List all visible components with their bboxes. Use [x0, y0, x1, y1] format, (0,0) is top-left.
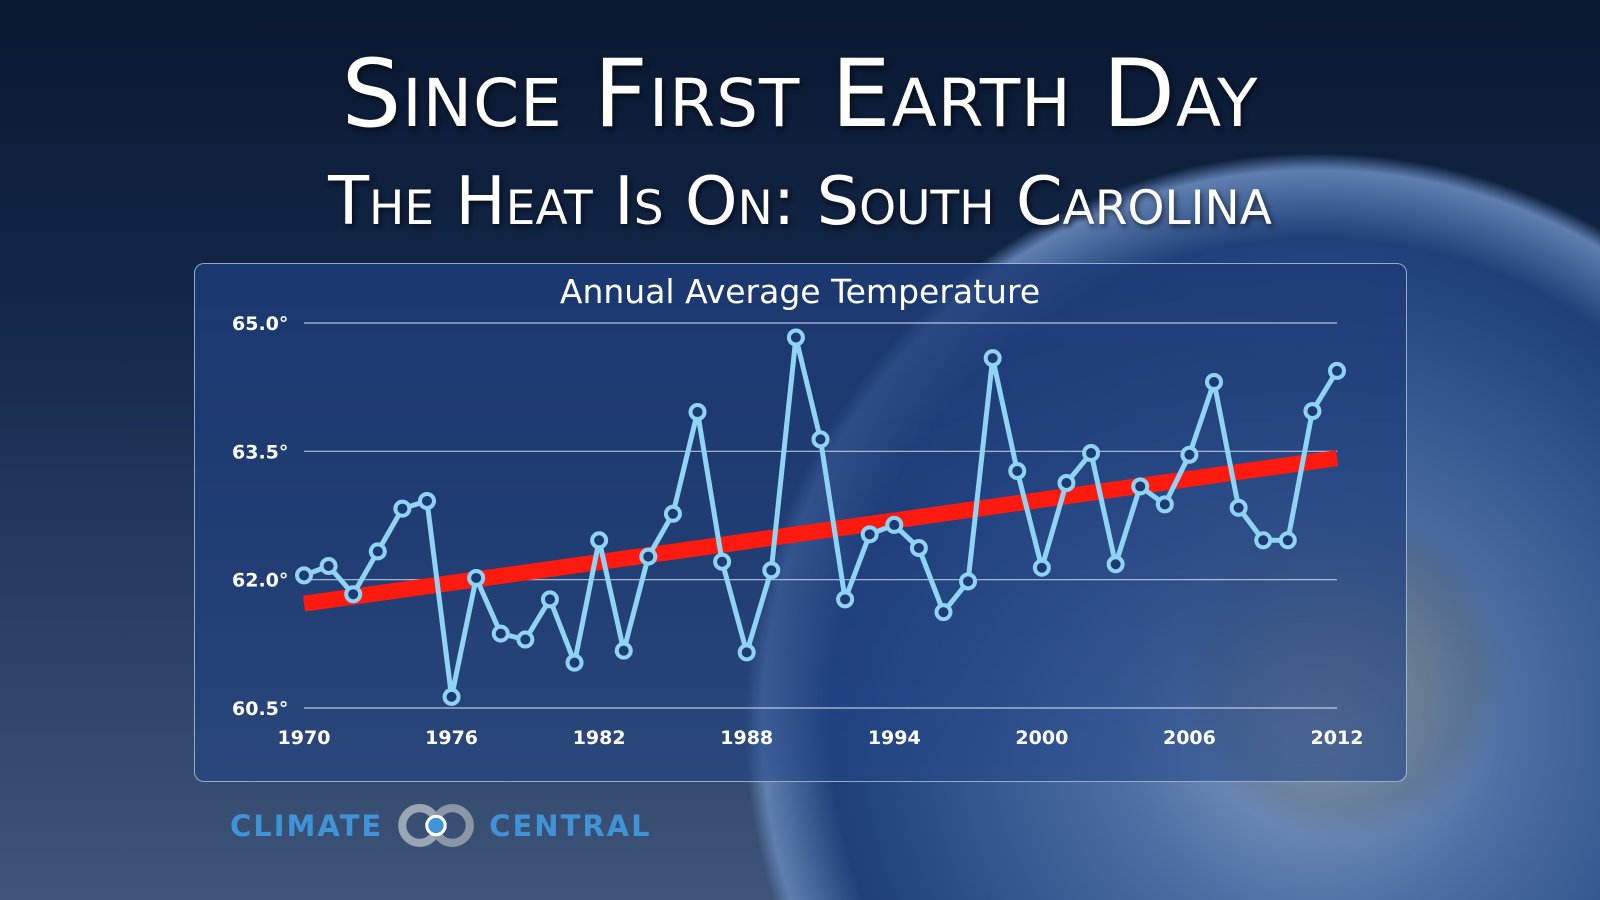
data-point	[1229, 498, 1248, 517]
data-point	[959, 572, 978, 591]
data-point	[934, 603, 953, 622]
climate-central-logo: CLIMATE CENTRAL	[230, 802, 652, 849]
data-point	[1278, 531, 1297, 550]
trend-line	[302, 450, 1339, 612]
data-point	[836, 590, 855, 609]
x-tick-label: 1994	[868, 727, 921, 749]
data-point	[713, 552, 732, 571]
data-point	[516, 630, 535, 649]
data-point	[540, 590, 559, 609]
logo-text-right: CENTRAL	[489, 808, 652, 843]
y-tick-label: 63.5°	[232, 441, 288, 463]
data-point	[1303, 402, 1322, 421]
data-point	[442, 687, 461, 706]
data-point	[1008, 462, 1027, 481]
y-tick-label: 65.0°	[232, 313, 288, 335]
x-tick-label: 2006	[1163, 727, 1216, 749]
data-point	[1082, 444, 1101, 463]
data-point	[909, 539, 928, 558]
data-point	[663, 504, 682, 523]
data-point	[295, 566, 313, 585]
data-point	[860, 525, 879, 544]
x-tick-label: 1988	[720, 727, 773, 749]
y-tick-label: 60.5°	[232, 698, 288, 720]
data-point	[762, 561, 781, 580]
data-point	[1106, 555, 1125, 574]
data-point	[688, 402, 707, 421]
data-point	[1205, 373, 1224, 392]
x-tick-label: 2012	[1311, 727, 1364, 749]
data-point	[319, 556, 338, 575]
chart-title: Annual Average Temperature	[560, 272, 1040, 311]
data-point	[639, 547, 658, 566]
x-tick-label: 1976	[425, 727, 478, 749]
data-point	[786, 328, 805, 347]
data-point	[417, 491, 436, 510]
data-point	[885, 515, 904, 534]
data-point	[590, 531, 609, 550]
data-point	[983, 349, 1002, 368]
data-point	[1254, 531, 1273, 550]
data-point	[491, 624, 510, 643]
logo-rings-icon	[398, 804, 475, 847]
x-tick-label: 1970	[278, 727, 331, 749]
logo-text-left: CLIMATE	[230, 808, 384, 843]
data-point	[344, 585, 363, 604]
line-chart: Annual Average Temperature 65.0° 63.5° 62.0…	[232, 272, 1364, 749]
data-point	[1032, 558, 1051, 577]
data-point	[1155, 495, 1174, 514]
y-tick-label: 62.0°	[232, 570, 288, 592]
data-point	[1328, 361, 1346, 380]
data-point	[1057, 473, 1076, 492]
chart-panel: Annual Average Temperature 65.0° 63.5° 62.0…	[194, 263, 1407, 782]
data-point	[467, 568, 486, 587]
data-point	[614, 641, 633, 660]
data-point	[1180, 445, 1199, 464]
x-tick-label: 2000	[1015, 727, 1068, 749]
page-subtitle: The Heat Is On: South Carolina	[328, 162, 1272, 240]
data-point	[1131, 477, 1150, 496]
data-point	[393, 499, 412, 518]
data-point	[811, 430, 830, 449]
x-tick-label: 1982	[573, 727, 626, 749]
data-point	[368, 542, 387, 561]
page-title: Since First Earth Day	[341, 40, 1259, 149]
data-point	[565, 653, 584, 672]
series-line	[303, 335, 1340, 700]
data-point	[737, 643, 756, 662]
